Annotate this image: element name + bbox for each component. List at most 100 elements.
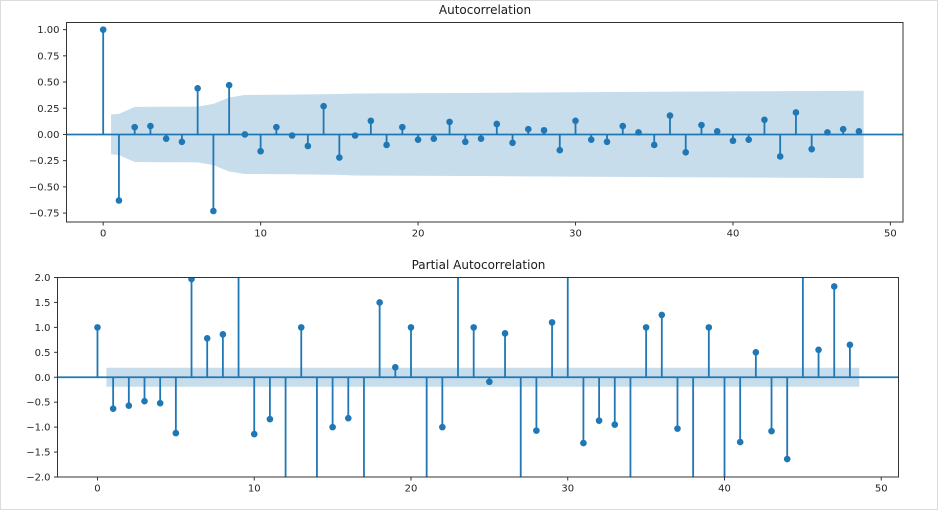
- acf-marker-lag-40: [729, 137, 737, 145]
- acf-marker-lag-15: [336, 154, 343, 161]
- acf-y-ticklabel: 0.75: [37, 51, 59, 62]
- pacf-marker-lag-6: [188, 277, 195, 283]
- pacf-x-ticklabel: 20: [405, 484, 418, 495]
- pacf-x-ticklabel: 30: [561, 484, 574, 495]
- acf-marker-lag-24: [477, 135, 485, 142]
- acf-y-ticklabel: −0.50: [29, 182, 60, 193]
- acf-marker-lag-27: [524, 125, 532, 133]
- acf-marker-lag-48: [855, 128, 863, 135]
- acf-marker-lag-26: [509, 139, 516, 147]
- pacf-markers: [94, 277, 854, 463]
- pacf-marker-lag-46: [815, 346, 822, 354]
- pacf-marker-lag-44: [783, 455, 791, 463]
- pacf-x-ticklabel: 0: [94, 484, 100, 495]
- pacf-marker-lag-5: [172, 429, 180, 437]
- acf-y-ticklabel: 0.50: [37, 78, 59, 89]
- acf-markers: [99, 26, 863, 215]
- acf-marker-lag-8: [225, 81, 233, 89]
- acf-x-axis: 0 10 20 30 40 50: [100, 222, 897, 240]
- acf-marker-lag-0: [99, 26, 107, 33]
- pacf-marker-lag-18: [376, 299, 383, 306]
- pacf-title: Partial Autocorrelation: [411, 258, 546, 272]
- acf-marker-lag-39: [713, 128, 721, 135]
- acf-y-ticklabel: 1.00: [37, 25, 59, 36]
- acf-marker-lag-3: [147, 122, 154, 130]
- pacf-marker-lag-15: [329, 423, 336, 431]
- pacf-y-ticklabel: −0.5: [26, 398, 50, 409]
- acf-marker-lag-25: [493, 120, 501, 128]
- acf-marker-lag-37: [682, 148, 690, 156]
- acf-marker-lag-43: [776, 153, 784, 160]
- pacf-marker-lag-8: [219, 331, 227, 338]
- acf-y-axis: 1.00 0.75 0.50 0.25 0.00 −0.25 −0.50 −0.75: [29, 25, 67, 220]
- acf-marker-lag-18: [383, 141, 390, 149]
- acf-marker-lag-21: [430, 135, 438, 142]
- acf-marker-lag-10: [257, 147, 264, 155]
- pacf-marker-lag-32: [595, 417, 603, 424]
- pacf-marker-lag-7: [203, 335, 211, 342]
- pacf-x-axis: 0 10 20 30 40 50: [94, 477, 888, 495]
- acf-marker-lag-2: [131, 123, 138, 131]
- acf-x-ticklabel: 20: [412, 229, 425, 240]
- acf-y-ticklabel: 0.25: [37, 104, 59, 115]
- acf-marker-lag-7: [210, 207, 217, 215]
- pacf-marker-lag-0: [94, 324, 101, 331]
- acf-spines: [66, 22, 904, 223]
- acf-marker-lag-38: [698, 121, 705, 129]
- acf-x-ticklabel: 30: [569, 229, 582, 240]
- acf-marker-lag-11: [273, 123, 280, 131]
- pacf-marker-lag-10: [250, 430, 258, 438]
- acf-marker-lag-16: [351, 132, 359, 139]
- pacf-marker-lag-29: [548, 319, 556, 326]
- acf-marker-lag-33: [619, 122, 627, 130]
- acf-marker-lag-19: [399, 123, 406, 131]
- pacf-y-axis: 2.0 1.5 1.0 0.5 0.0 −0.5 −1.0 −1.5 −2.0: [26, 273, 58, 484]
- pacf-marker-lag-24: [470, 324, 477, 331]
- pacf-x-ticklabel: 50: [875, 484, 888, 495]
- acf-title: Autocorrelation: [438, 3, 532, 17]
- pacf-marker-lag-43: [768, 427, 775, 435]
- pacf-y-ticklabel: −2.0: [26, 473, 50, 484]
- acf-marker-lag-29: [556, 146, 564, 154]
- acf-marker-lag-34: [635, 129, 642, 136]
- pacf-marker-lag-47: [830, 283, 838, 290]
- acf-x-ticklabel: 10: [254, 229, 267, 240]
- acf-plot-area: [66, 26, 903, 215]
- pacf-stems: [96, 277, 851, 477]
- acf-marker-lag-41: [745, 136, 753, 144]
- acf-marker-lag-45: [808, 145, 815, 153]
- acf-y-ticklabel: 0.00: [37, 130, 59, 141]
- pacf-y-ticklabel: 1.0: [35, 323, 51, 334]
- acf-x-ticklabel: 40: [727, 229, 740, 240]
- pacf-plot-area: [57, 277, 899, 477]
- pacf-marker-lag-48: [846, 341, 854, 349]
- acf-marker-lag-20: [414, 136, 422, 144]
- pacf-y-ticklabel: 1.5: [35, 298, 51, 309]
- acf-marker-lag-14: [320, 102, 327, 110]
- acf-marker-lag-32: [603, 138, 611, 146]
- acf-marker-lag-30: [572, 117, 579, 125]
- acf-marker-lag-28: [540, 126, 548, 134]
- pacf-marker-lag-26: [501, 330, 509, 337]
- pacf-marker-lag-2: [125, 402, 133, 409]
- pacf-marker-lag-37: [674, 425, 681, 432]
- pacf-y-ticklabel: −1.5: [26, 448, 50, 459]
- pacf-marker-lag-19: [392, 363, 399, 371]
- pacf-y-ticklabel: 0.5: [35, 348, 51, 359]
- acf-marker-lag-5: [178, 138, 186, 146]
- acf-y-ticklabel: −0.25: [29, 156, 60, 167]
- pacf-marker-lag-39: [705, 324, 713, 331]
- pacf-marker-lag-20: [407, 324, 415, 331]
- acf-marker-lag-36: [666, 112, 674, 119]
- acf-marker-lag-9: [241, 131, 249, 138]
- pacf-marker-lag-16: [344, 414, 352, 422]
- pacf-marker-lag-3: [141, 397, 148, 405]
- acf-marker-lag-22: [446, 118, 453, 126]
- pacf-marker-lag-4: [156, 399, 164, 407]
- acf-x-ticklabel: 0: [100, 229, 106, 240]
- pacf-marker-lag-35: [642, 324, 650, 331]
- acf-marker-lag-17: [367, 117, 375, 125]
- pacf-marker-lag-1: [109, 405, 117, 412]
- acf-marker-lag-46: [824, 129, 831, 136]
